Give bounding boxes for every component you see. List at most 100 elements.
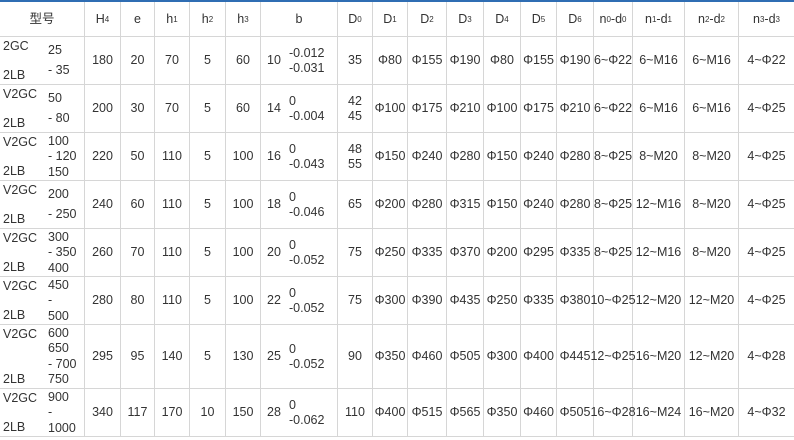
cell-value: 42 [348,93,362,108]
cell-d0: 90 [338,325,373,389]
cell-value: 170 [161,405,183,419]
cell-value: 110 [345,405,365,419]
cell-d3: Φ280 [447,133,484,181]
model-size: 300 [48,229,69,244]
cell-d6: Φ280 [557,181,594,229]
header-part: 0 [622,14,627,24]
cell-value: Φ460 [411,349,443,363]
cell-n3d3: 4~Φ28 [739,325,794,389]
cell-d0: 35 [338,37,373,85]
cell-d0: 75 [338,277,373,325]
tolerance-value: -0.052 [289,252,325,267]
model-size: - 350 [48,245,77,259]
header-part: 3 [775,14,780,24]
cell-value: 12~Φ25 [590,349,636,363]
cell-value: 6~Φ22 [593,53,633,67]
cell-n1d1: 12~M16 [633,229,685,277]
model-suffix: 2LB [3,260,26,274]
cell-value: Φ200 [486,245,518,259]
header-part: 1 [651,14,657,24]
cell-value: 5 [204,245,211,259]
model-suffix: 2LB [3,308,26,322]
cell-value: 10 [200,405,215,419]
cell-d5: Φ460 [521,389,557,437]
cell-value: 8~M20 [639,149,678,163]
tolerance-stack: 0 -0.052 [289,286,324,316]
cell-d4: Φ300 [484,325,521,389]
cell-n1d1: 12~M20 [633,277,685,325]
cell-value: 5 [204,149,211,163]
cell-n3d3: 4~Φ25 [739,133,794,181]
cell-value: 10 [267,53,281,67]
model-series: V2GC [3,391,38,405]
cell-value: Φ380 [559,293,591,307]
cell-d3: Φ210 [447,85,484,133]
cell-value: 150 [232,405,254,419]
model-sizes: 600 650- 700 750 [48,325,78,388]
cell-e: 50 [121,133,155,181]
cell-value: 12~M16 [635,245,682,259]
cell-value: 70 [165,53,179,67]
header-part: D [383,11,393,26]
model-size: 100 [48,133,69,148]
cell-value: Φ250 [374,245,406,259]
cell-value: 20 [267,245,281,259]
cell-h3: 150 [226,389,261,437]
tolerance-value: -0.046 [289,204,325,219]
cell-b-tolerance: 0 -0.052 [287,277,338,325]
header-part: n [698,11,705,26]
cell-value: 25 [267,349,281,363]
header-part: -d [709,11,721,26]
cell-b: 20 [261,229,287,277]
model-size: 450 [48,277,69,292]
model-sizes: 100- 120 150 [48,133,78,180]
cell-value: 100 [232,293,254,307]
cell-b-tolerance: 0 -0.062 [287,389,338,437]
cell-d3: Φ315 [447,181,484,229]
cell-n0d0: 16~Φ28 [590,389,636,437]
cell-b: 22 [261,277,287,325]
cell-value: Φ300 [374,293,406,307]
cell-d5: Φ295 [521,229,557,277]
cell-value: 60 [236,53,250,67]
cell-value: Φ445 [559,349,591,363]
cell-value: Φ505 [449,349,481,363]
header-part: n [645,11,652,26]
cell-h3: 60 [226,85,261,133]
cell-n0d0: 8~Φ25 [594,133,633,181]
column-header: b [261,2,338,37]
cell-value: Φ240 [523,197,554,211]
cell-value: 60 [130,197,145,211]
tolerance-value: -0.004 [289,108,325,123]
cell-d0: 42 45 [338,85,373,133]
cell-value: Φ210 [559,101,591,115]
cell-value: 65 [348,197,362,211]
cell-value: 110 [162,149,182,163]
cell-h3: 100 [226,181,261,229]
cell-d1: Φ200 [373,181,408,229]
cell-h2: 5 [190,229,226,277]
cell-value: 6~M16 [639,53,678,67]
cell-value: Φ350 [374,349,406,363]
cell-value: 12~M20 [688,349,735,363]
cell-d4: Φ100 [484,85,521,133]
cell-b-tolerance: 0 -0.043 [287,133,338,181]
cell-value: Φ150 [374,149,406,163]
cell-value: 70 [165,101,179,115]
model-size: 1000 [48,420,76,435]
model-size: 200 [48,186,69,201]
cell-value: Φ280 [411,197,443,211]
header-part: 3 [759,14,765,24]
cell-value: Φ280 [449,149,481,163]
cell-e: 60 [121,181,155,229]
cell-value: 4~Φ28 [747,349,786,363]
cell-value: Φ80 [490,53,514,67]
model-suffix: 2LB [3,212,26,226]
tolerance-stack: 0 -0.046 [289,190,324,220]
cell-value: 280 [92,293,113,307]
cell-b-tolerance: 0 -0.046 [287,181,338,229]
cell-d5: Φ335 [521,277,557,325]
cell-b-tolerance: 0 -0.052 [287,325,338,389]
